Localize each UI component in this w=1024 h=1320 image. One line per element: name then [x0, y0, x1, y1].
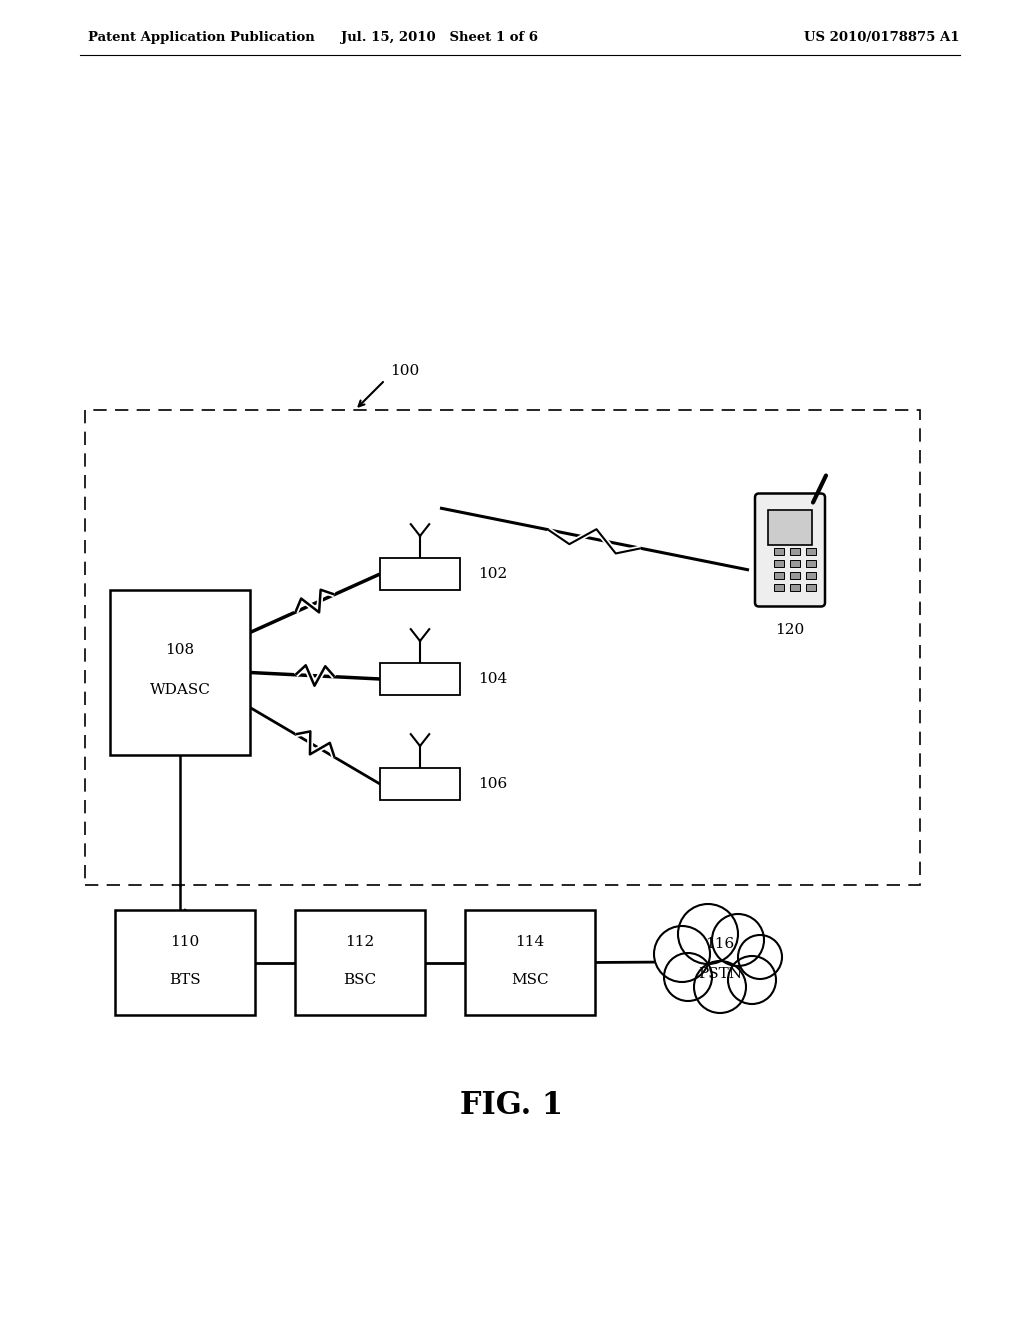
Text: 114: 114 [515, 936, 545, 949]
Text: FIG. 1: FIG. 1 [461, 1089, 563, 1121]
Text: PSTN: PSTN [698, 968, 742, 981]
Bar [806, 548, 816, 554]
Text: 106: 106 [478, 777, 507, 791]
Text: 120: 120 [775, 623, 805, 636]
Text: MSC: MSC [511, 974, 549, 987]
Bar [85, 411, 920, 884]
Text: US 2010/0178875 A1: US 2010/0178875 A1 [805, 30, 961, 44]
Bar [110, 590, 250, 755]
Text: WDASC: WDASC [150, 684, 211, 697]
Bar [806, 583, 816, 591]
Text: Jul. 15, 2010   Sheet 1 of 6: Jul. 15, 2010 Sheet 1 of 6 [341, 30, 539, 44]
Bar [465, 909, 595, 1015]
Text: Patent Application Publication: Patent Application Publication [88, 30, 314, 44]
Bar [380, 558, 460, 590]
Bar [768, 510, 812, 545]
Bar [380, 663, 460, 696]
Circle shape [654, 927, 710, 982]
Circle shape [694, 961, 746, 1012]
Bar [806, 572, 816, 579]
Text: BSC: BSC [343, 974, 377, 987]
Bar [774, 548, 784, 554]
Text: 108: 108 [166, 644, 195, 657]
Text: 104: 104 [478, 672, 507, 686]
Circle shape [678, 904, 738, 964]
Text: 100: 100 [390, 364, 419, 378]
Bar [806, 560, 816, 568]
Bar [115, 909, 255, 1015]
Bar [295, 909, 425, 1015]
Text: 116: 116 [706, 937, 734, 950]
Circle shape [712, 913, 764, 966]
Bar [774, 560, 784, 568]
Bar [790, 572, 800, 579]
Circle shape [664, 953, 712, 1001]
Text: BTS: BTS [169, 974, 201, 987]
Bar [774, 583, 784, 591]
FancyBboxPatch shape [755, 494, 825, 606]
Bar [790, 583, 800, 591]
Bar [790, 560, 800, 568]
Bar [774, 572, 784, 579]
Circle shape [738, 935, 782, 979]
Bar [380, 768, 460, 800]
Bar [790, 548, 800, 554]
Text: 102: 102 [478, 568, 507, 581]
Text: 112: 112 [345, 936, 375, 949]
Text: 110: 110 [170, 936, 200, 949]
Circle shape [728, 956, 776, 1005]
